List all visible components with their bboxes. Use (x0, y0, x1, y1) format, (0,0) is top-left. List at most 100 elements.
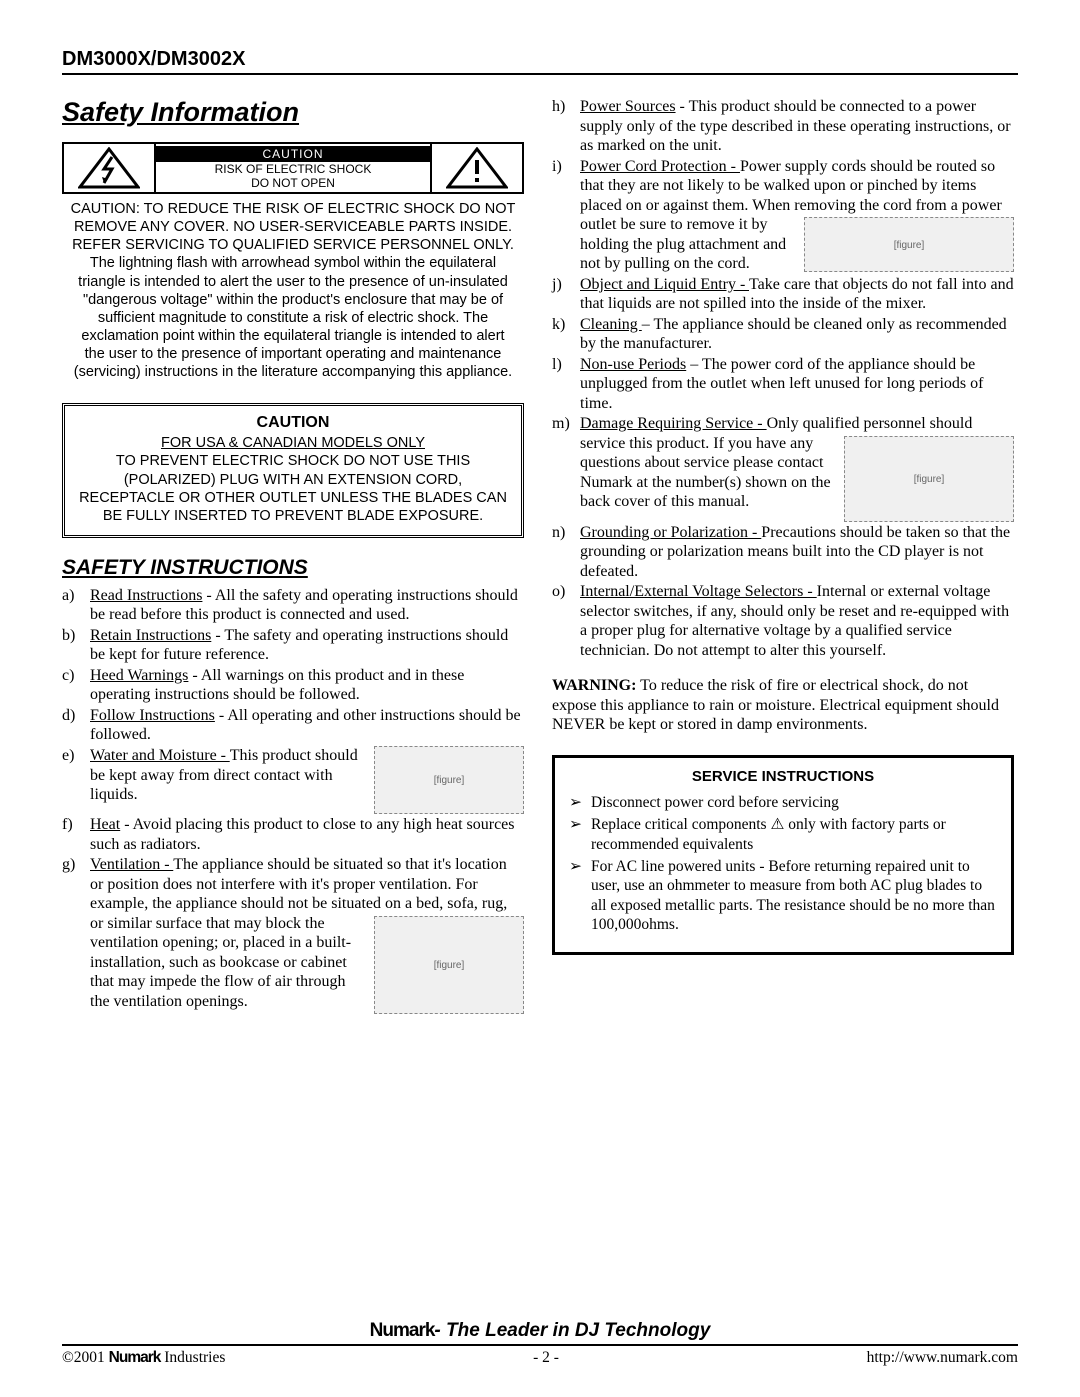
item-letter: a) (62, 586, 90, 625)
item-term: Non-use Periods (580, 356, 686, 373)
tagline-rest: - The Leader in DJ Technology (434, 1320, 710, 1341)
instruction-item: o)Internal/External Voltage Selectors - … (552, 582, 1014, 660)
item-letter: n) (552, 523, 580, 582)
instruction-item: i)Power Cord Protection - Power supply c… (552, 157, 1014, 274)
service-item: ➢For AC line powered units - Before retu… (569, 857, 997, 935)
instruction-item: m)Damage Requiring Service - Only qualif… (552, 414, 1014, 522)
item-letter: g) (62, 855, 90, 1014)
lightning-triangle-icon (64, 147, 154, 189)
item-body: Follow Instructions - All operating and … (90, 706, 524, 745)
item-body: Cleaning – The appliance should be clean… (580, 315, 1014, 354)
instruction-item: e)[figure]Water and Moisture - This prod… (62, 746, 524, 814)
caution-header-box: CAUTION RISK OF ELECTRIC SHOCK DO NOT OP… (62, 142, 524, 389)
copyright-pre: ©2001 (62, 1349, 109, 1366)
item-term: Heed Warnings (90, 667, 188, 684)
item-term: Retain Instructions (90, 627, 211, 644)
instruction-item: h)Power Sources - This product should be… (552, 97, 1014, 156)
item-letter: h) (552, 97, 580, 156)
service-instructions-box: SERVICE INSTRUCTIONS ➢Disconnect power c… (552, 755, 1014, 955)
instruction-item: d)Follow Instructions - All operating an… (62, 706, 524, 745)
caution2-label: CAUTION (79, 414, 507, 432)
service-title: SERVICE INSTRUCTIONS (569, 768, 997, 785)
ventilation-figure: [figure] (374, 916, 524, 1014)
safety-information-title: Safety Information (62, 97, 524, 128)
item-body: Power Cord Protection - Power supply cor… (580, 157, 1014, 274)
item-term: Read Instructions (90, 587, 202, 604)
item-letter: f) (62, 815, 90, 854)
service-item: ➢Disconnect power cord before servicing (569, 793, 997, 812)
warning-label: WARNING: (552, 677, 636, 694)
item-letter: j) (552, 275, 580, 314)
item-letter: o) (552, 582, 580, 660)
footer-tagline: Numark- The Leader in DJ Technology (62, 1320, 1018, 1346)
caution-usa-canada-box: CAUTION FOR USA & CANADIAN MODELS ONLY T… (62, 403, 524, 538)
caution-body-text: CAUTION: TO REDUCE THE RISK OF ELECTRIC … (62, 194, 524, 389)
caution2-underline: FOR USA & CANADIAN MODELS ONLY (79, 434, 507, 452)
item-body: Grounding or Polarization - Precautions … (580, 523, 1014, 582)
warning-paragraph: WARNING: To reduce the risk of fire or e… (552, 676, 1014, 735)
instruction-item: k)Cleaning – The appliance should be cle… (552, 315, 1014, 354)
item-body: [figure]Water and Moisture - This produc… (90, 746, 524, 814)
item-term: Damage Requiring Service - (580, 415, 767, 432)
item-term: Grounding or Polarization - (580, 524, 761, 541)
caution-line1: RISK OF ELECTRIC SHOCK (215, 162, 372, 176)
caution2-body: TO PREVENT ELECTRIC SHOCK DO NOT USE THI… (79, 452, 507, 525)
item-letter: c) (62, 666, 90, 705)
item-body: Damage Requiring Service - Only qualifie… (580, 414, 1014, 522)
model-header: DM3000X/DM3002X (62, 48, 1018, 75)
bullet-arrow-icon: ➢ (569, 793, 591, 812)
item-term: Object and Liquid Entry - (580, 276, 749, 293)
item-letter: b) (62, 626, 90, 665)
item-letter: d) (62, 706, 90, 745)
page-footer: Numark- The Leader in DJ Technology ©200… (62, 1320, 1018, 1367)
instructions-list-right: h)Power Sources - This product should be… (552, 97, 1014, 660)
tagline-brand: Numark (370, 1320, 435, 1341)
service-list: ➢Disconnect power cord before servicing➢… (569, 793, 997, 935)
item-term: Heat (90, 816, 120, 833)
caution-word: CAUTION (156, 146, 430, 162)
instruction-item: c)Heed Warnings - All warnings on this p… (62, 666, 524, 705)
right-column: h)Power Sources - This product should be… (552, 97, 1014, 1015)
copyright-post: Industries (160, 1349, 225, 1366)
safety-instructions-title: SAFETY INSTRUCTIONS (62, 556, 524, 580)
item-letter: l) (552, 355, 580, 414)
two-column-layout: Safety Information CAUTION RISK OF ELECT… (62, 97, 1018, 1015)
item-body: Read Instructions - All the safety and o… (90, 586, 524, 625)
item-body: Ventilation - The appliance should be si… (90, 855, 524, 1014)
footer-copyright: ©2001 Numark Industries (62, 1349, 225, 1367)
caution-line2: DO NOT OPEN (251, 176, 335, 190)
item-body: Object and Liquid Entry - Take care that… (580, 275, 1014, 314)
service-item-text: Disconnect power cord before servicing (591, 793, 839, 812)
exclamation-triangle-icon (432, 147, 522, 189)
item-term: Cleaning (580, 316, 642, 333)
item-term: Water and Moisture - (90, 747, 230, 764)
left-column: Safety Information CAUTION RISK OF ELECT… (62, 97, 524, 1015)
footer-page-number: - 2 - (533, 1349, 559, 1367)
item-body: Heat - Avoid placing this product to clo… (90, 815, 524, 854)
item-term: Internal/External Voltage Selectors - (580, 583, 817, 600)
item-letter: m) (552, 414, 580, 522)
item-term: Ventilation - (90, 856, 173, 873)
footer-url: http://www.numark.com (867, 1349, 1018, 1367)
copyright-brand: Numark (109, 1349, 161, 1366)
service-item-text: Replace critical components ⚠ only with … (591, 815, 997, 854)
service-figure: [figure] (844, 436, 1014, 522)
instruction-item: g)Ventilation - The appliance should be … (62, 855, 524, 1014)
instruction-item: l)Non-use Periods – The power cord of th… (552, 355, 1014, 414)
item-letter: k) (552, 315, 580, 354)
service-item-text: For AC line powered units - Before retur… (591, 857, 997, 935)
instruction-item: f)Heat - Avoid placing this product to c… (62, 815, 524, 854)
instruction-item: j)Object and Liquid Entry - Take care th… (552, 275, 1014, 314)
service-item: ➢Replace critical components ⚠ only with… (569, 815, 997, 854)
item-term: Follow Instructions (90, 707, 215, 724)
item-body: Power Sources - This product should be c… (580, 97, 1014, 156)
item-body: Non-use Periods – The power cord of the … (580, 355, 1014, 414)
instruction-item: n)Grounding or Polarization - Precaution… (552, 523, 1014, 582)
item-term: Power Cord Protection - (580, 158, 740, 175)
instructions-list-left: a)Read Instructions - All the safety and… (62, 586, 524, 1014)
item-body: Retain Instructions - The safety and ope… (90, 626, 524, 665)
bullet-arrow-icon: ➢ (569, 857, 591, 935)
cord-figure: [figure] (804, 217, 1014, 272)
instruction-item: a)Read Instructions - All the safety and… (62, 586, 524, 625)
item-body: Heed Warnings - All warnings on this pro… (90, 666, 524, 705)
